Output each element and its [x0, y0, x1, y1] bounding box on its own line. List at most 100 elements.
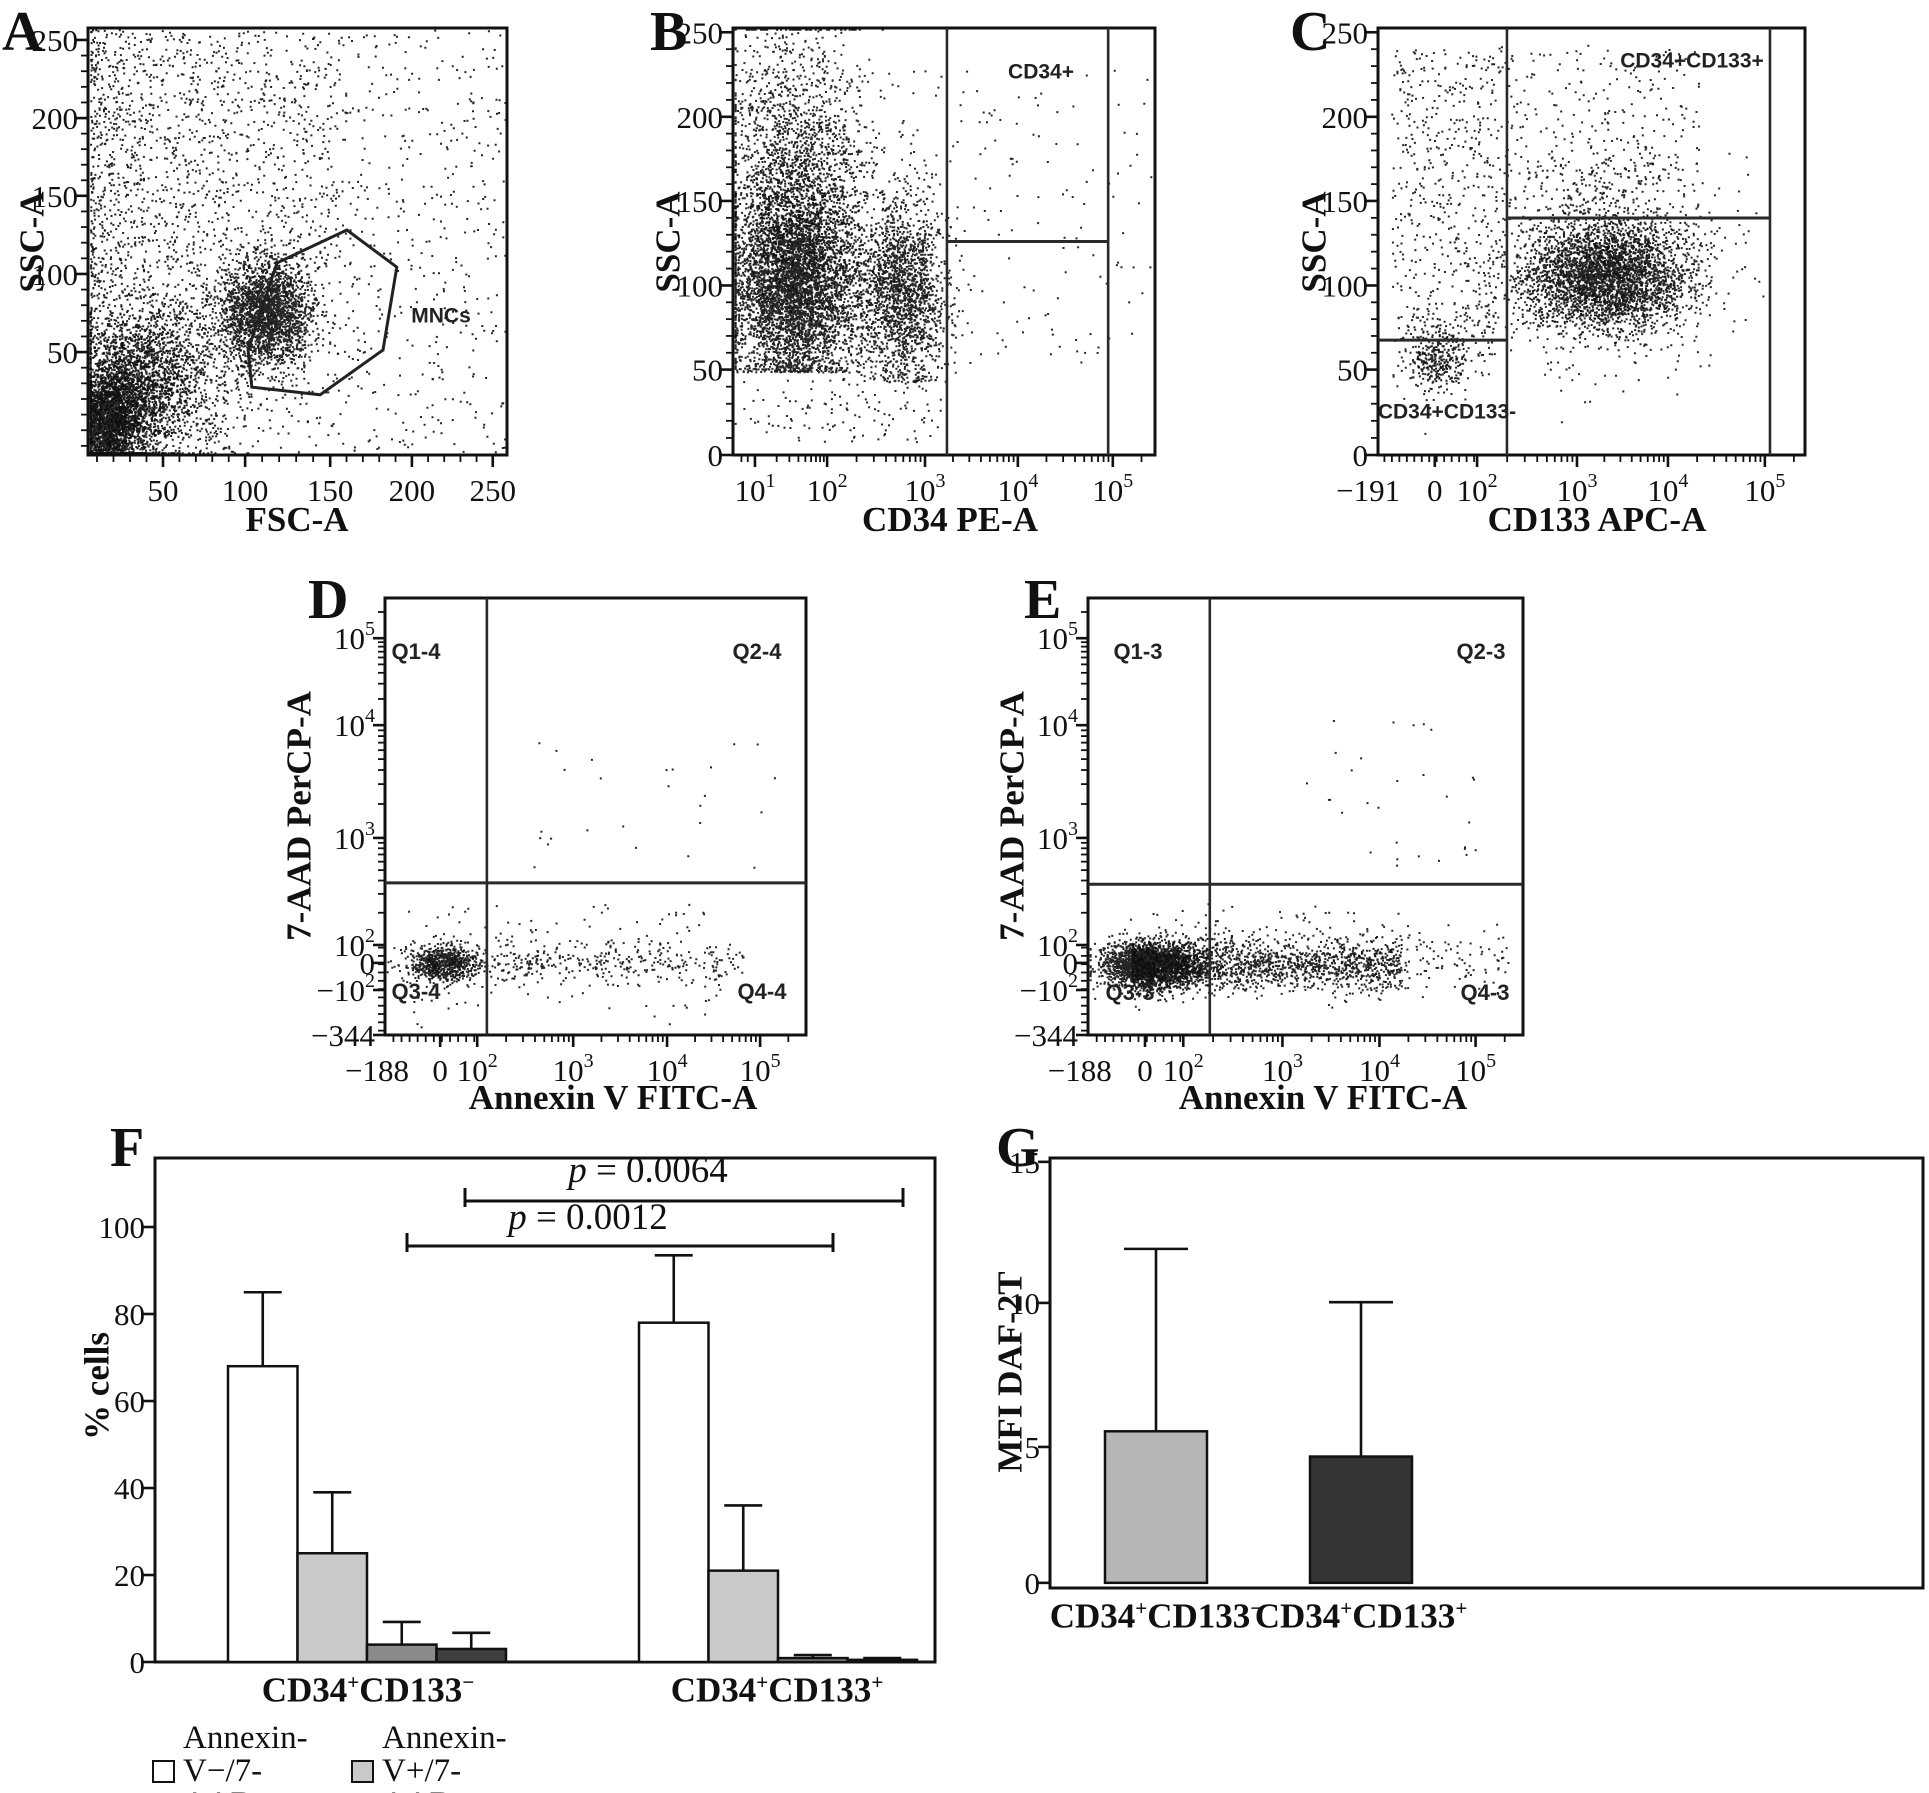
svg-text:103: 103	[1556, 470, 1597, 508]
legend-row: Annexin-V−/7-AAD− Annexin-V+/7-AAD−	[152, 1722, 550, 1793]
scatter-points	[1306, 720, 1477, 867]
quadrant-label-q4-3: Q4-3	[1460, 980, 1510, 1005]
svg-text:50: 50	[47, 335, 78, 370]
panel-c-x-axis-title: CD133 APC-A	[1487, 500, 1707, 539]
svg-text:102: 102	[1037, 925, 1078, 963]
svg-text:0: 0	[1427, 473, 1443, 508]
legend: Annexin-V−/7-AAD− Annexin-V+/7-AAD− Anne…	[152, 1722, 550, 1793]
cd34-cd133-pos-gate-label: CD34+CD133+	[1620, 49, 1764, 73]
svg-text:100: 100	[99, 1210, 146, 1245]
scatter-points	[1498, 44, 1701, 179]
svg-text:104: 104	[1037, 705, 1078, 743]
quadrant-label-q1-4: Q1-4	[391, 639, 441, 664]
bar-f-g0-s1	[296, 1551, 369, 1664]
svg-text:104: 104	[1647, 470, 1688, 508]
scatter-points	[1131, 924, 1404, 1011]
svg-text:150: 150	[32, 179, 79, 214]
mncs-gate-polygon	[246, 228, 399, 397]
panel-a-x-axis-title: FSC-A	[245, 500, 349, 539]
scatter-points	[826, 129, 986, 384]
legend-item: Annexin-V−/7-AAD−	[152, 1722, 351, 1793]
scatter-points	[734, 28, 934, 425]
svg-text:−188: −188	[345, 1053, 409, 1088]
scatter-points	[1391, 49, 1500, 379]
scatter-points	[427, 916, 745, 1005]
scatter-points	[1396, 302, 1493, 435]
panel-d-letter: D	[308, 569, 349, 631]
svg-text:101: 101	[734, 470, 775, 508]
panel-f-category-cd133-pos: CD34+CD133+	[670, 1670, 884, 1710]
svg-text:0: 0	[1063, 946, 1079, 981]
svg-text:103: 103	[1037, 818, 1078, 856]
svg-text:200: 200	[389, 473, 436, 508]
svg-text:15: 15	[1009, 1145, 1040, 1180]
svg-text:−344: −344	[1014, 1018, 1078, 1053]
scatter-points	[1394, 92, 1765, 424]
panel-c-letter: C	[1290, 1, 1331, 63]
svg-text:5: 5	[1025, 1430, 1041, 1465]
svg-text:0: 0	[1025, 1566, 1041, 1601]
panel-d-x-axis-title: Annexin V FITC-A	[468, 1078, 758, 1117]
scatter-points	[413, 993, 718, 1029]
svg-text:0: 0	[708, 438, 724, 473]
bar-f-g0-s2	[365, 1643, 438, 1664]
scatter-points	[386, 921, 500, 990]
panel-a-letter: A	[2, 1, 43, 63]
panel-b-letter: B	[650, 1, 688, 63]
scatter-points	[1328, 912, 1510, 999]
svg-text:102: 102	[457, 1050, 498, 1088]
svg-text:102: 102	[1457, 470, 1498, 508]
pvalue-label-0064: p = 0.0064	[568, 1150, 728, 1191]
legend-swatch-annexin-neg-7aad-neg	[152, 1760, 175, 1783]
scatter-points	[859, 69, 1153, 364]
svg-text:102: 102	[1163, 1050, 1204, 1088]
svg-text:40: 40	[114, 1471, 145, 1506]
svg-text:250: 250	[1322, 15, 1369, 50]
svg-text:200: 200	[677, 100, 724, 135]
svg-text:104: 104	[334, 705, 375, 743]
svg-text:103: 103	[905, 470, 946, 508]
bar-g-g1-s0	[1308, 1455, 1414, 1585]
svg-text:250: 250	[470, 473, 517, 508]
svg-text:103: 103	[553, 1050, 594, 1088]
svg-text:105: 105	[1744, 470, 1785, 508]
svg-text:50: 50	[692, 353, 723, 388]
bar-f-g1-s2	[776, 1656, 849, 1664]
quadrant-label-q4-4: Q4-4	[737, 979, 787, 1004]
bar-f-g1-s3	[846, 1658, 919, 1664]
svg-text:102: 102	[334, 925, 375, 963]
svg-text:100: 100	[1322, 268, 1369, 303]
svg-text:50: 50	[1337, 353, 1368, 388]
svg-text:105: 105	[334, 618, 375, 656]
legend-item: Annexin-V+/7-AAD−	[351, 1722, 550, 1793]
svg-text:10: 10	[1009, 1286, 1040, 1321]
svg-text:60: 60	[114, 1384, 145, 1419]
legend-label: Annexin-V−/7-AAD−	[183, 1720, 308, 1793]
svg-text:103: 103	[1262, 1050, 1303, 1088]
panel-g-category-cd133-neg: CD34+CD133−	[1049, 1596, 1263, 1636]
svg-text:100: 100	[32, 257, 79, 292]
panel-f-y-axis-title: % cells	[77, 1332, 117, 1440]
mncs-gate-label: MNCs	[411, 304, 471, 328]
scatter-points	[90, 29, 507, 454]
scatter-points	[90, 29, 341, 284]
bar-g-g0-s0	[1103, 1430, 1209, 1585]
svg-text:0: 0	[1353, 438, 1369, 473]
panel-g-y-axis-title: MFI DAF-2T	[990, 1271, 1030, 1473]
svg-text:100: 100	[222, 473, 269, 508]
svg-text:105: 105	[1037, 618, 1078, 656]
bar-f-g0-s3	[435, 1647, 508, 1664]
panel-f-category-cd133-neg: CD34+CD133−	[261, 1670, 475, 1710]
panel-e-x-axis-title: Annexin V FITC-A	[1178, 1078, 1468, 1117]
svg-text:150: 150	[677, 184, 724, 219]
panel-g-category-cd133-pos: CD34+CD133+	[1254, 1596, 1468, 1636]
cd34-cd133-neg-gate-label: CD34+CD133-	[1377, 400, 1517, 424]
panel-c-y-axis-title: SSC-A	[1294, 191, 1334, 293]
bar-f-g1-s1	[707, 1569, 780, 1664]
scatter-points	[408, 903, 706, 949]
bar-f-g1-s0	[637, 1321, 710, 1664]
legend-label: Annexin-V+/7-AAD−	[382, 1720, 507, 1793]
svg-text:102: 102	[807, 470, 848, 508]
scatter-points	[743, 378, 942, 444]
